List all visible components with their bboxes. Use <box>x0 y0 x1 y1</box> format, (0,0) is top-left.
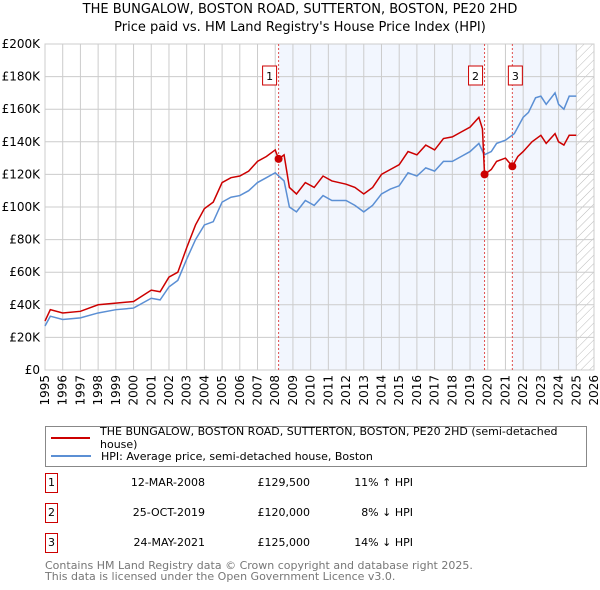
x-tick-label: 1999 <box>109 375 123 406</box>
y-tick-label: £120K <box>2 167 42 181</box>
sale-date: 25-OCT-2019 <box>132 506 205 519</box>
footer-copyright: Contains HM Land Registry data © Crown c… <box>45 559 473 572</box>
sale-number: 1 <box>45 473 58 493</box>
sale-label-number: 2 <box>472 70 479 83</box>
x-tick-label: 2001 <box>144 375 158 406</box>
x-tick-label: 2022 <box>516 375 530 406</box>
legend-swatch-hpi <box>51 455 91 457</box>
y-tick-label: £40K <box>9 298 41 312</box>
legend-label-hpi: HPI: Average price, semi-detached house,… <box>101 449 373 463</box>
x-tick-label: 2011 <box>321 375 335 406</box>
sale-date: 12-MAR-2008 <box>130 476 205 489</box>
x-tick-label: 2016 <box>410 375 424 406</box>
y-tick-label: £60K <box>9 265 41 279</box>
x-tick-label: 2004 <box>197 375 211 406</box>
x-tick-label: 2018 <box>445 375 459 406</box>
y-tick-label: £140K <box>2 135 42 149</box>
x-tick-label: 2013 <box>357 375 371 406</box>
y-tick-label: £20K <box>9 330 41 344</box>
y-tick-label: £180K <box>2 70 42 84</box>
x-tick-label: 2000 <box>127 375 141 406</box>
x-tick-label: 2025 <box>569 375 583 406</box>
sale-label-number: 1 <box>266 70 273 83</box>
y-tick-label: £100K <box>2 200 42 214</box>
sale-label-number: 3 <box>512 70 519 83</box>
chart-title: THE BUNGALOW, BOSTON ROAD, SUTTERTON, BO… <box>82 2 518 17</box>
x-tick-label: 2003 <box>180 375 194 406</box>
x-tick-label: 2015 <box>392 375 406 406</box>
sale-hpi-diff: 8% ↓ HPI <box>361 506 413 519</box>
x-tick-label: 2017 <box>428 375 442 406</box>
x-tick-label: 1997 <box>73 375 87 406</box>
sale-hpi-diff: 14% ↓ HPI <box>354 536 413 549</box>
legend-label-property: THE BUNGALOW, BOSTON ROAD, SUTTERTON, BO… <box>100 425 558 451</box>
footer-licence: This data is licensed under the Open Gov… <box>45 570 396 583</box>
x-tick-label: 2024 <box>552 375 566 406</box>
x-tick-label: 2008 <box>268 375 282 406</box>
sale-price: £129,500 <box>257 476 311 489</box>
sale-label-box <box>262 65 278 86</box>
sale-label-box <box>507 65 523 86</box>
sale-price: £125,000 <box>257 536 311 549</box>
sale-point-2 <box>480 170 489 179</box>
sale-label-box <box>468 65 484 86</box>
x-tick-label: 2005 <box>215 375 229 406</box>
x-tick-label: 2012 <box>339 375 353 406</box>
x-tick-label: 2026 <box>587 375 600 406</box>
x-tick-label: 2023 <box>534 375 548 406</box>
x-tick-label: 2006 <box>233 375 247 406</box>
sale-point-1 <box>274 154 283 163</box>
sale-hpi-diff: 11% ↑ HPI <box>354 476 413 489</box>
y-tick-label: £80K <box>9 233 41 247</box>
x-tick-label: 1996 <box>56 375 70 406</box>
x-tick-label: 2020 <box>481 375 495 406</box>
x-tick-label: 2019 <box>463 375 477 406</box>
x-tick-label: 2014 <box>374 375 388 406</box>
y-tick-label: £0 <box>25 363 40 377</box>
sale-price: £120,000 <box>257 506 311 519</box>
y-tick-label: £200K <box>2 37 42 51</box>
sale-number: 3 <box>45 533 58 553</box>
sale-number: 2 <box>45 503 58 523</box>
plot-area: 1995 1996 1997 1998 1999 2000 2001 2002 2003 2004… <box>2 37 600 406</box>
x-tick-label: 2007 <box>251 375 265 406</box>
sale-point-3 <box>508 162 517 171</box>
y-tick-label: £160K <box>2 102 42 116</box>
x-tick-label: 1995 <box>38 375 52 406</box>
hpi-line <box>44 91 577 327</box>
legend: THE BUNGALOW, BOSTON ROAD, SUTTERTON, BO… <box>45 425 587 467</box>
sale-date: 24-MAY-2021 <box>133 536 205 549</box>
legend-swatch-property <box>51 437 90 439</box>
x-tick-label: 1998 <box>91 375 105 406</box>
chart-subtitle: Price paid vs. HM Land Registry's House … <box>114 20 486 35</box>
x-tick-label: 2009 <box>286 375 300 406</box>
x-tick-label: 2002 <box>162 375 176 406</box>
x-tick-label: 2021 <box>498 375 512 406</box>
x-tick-label: 2010 <box>304 375 318 406</box>
